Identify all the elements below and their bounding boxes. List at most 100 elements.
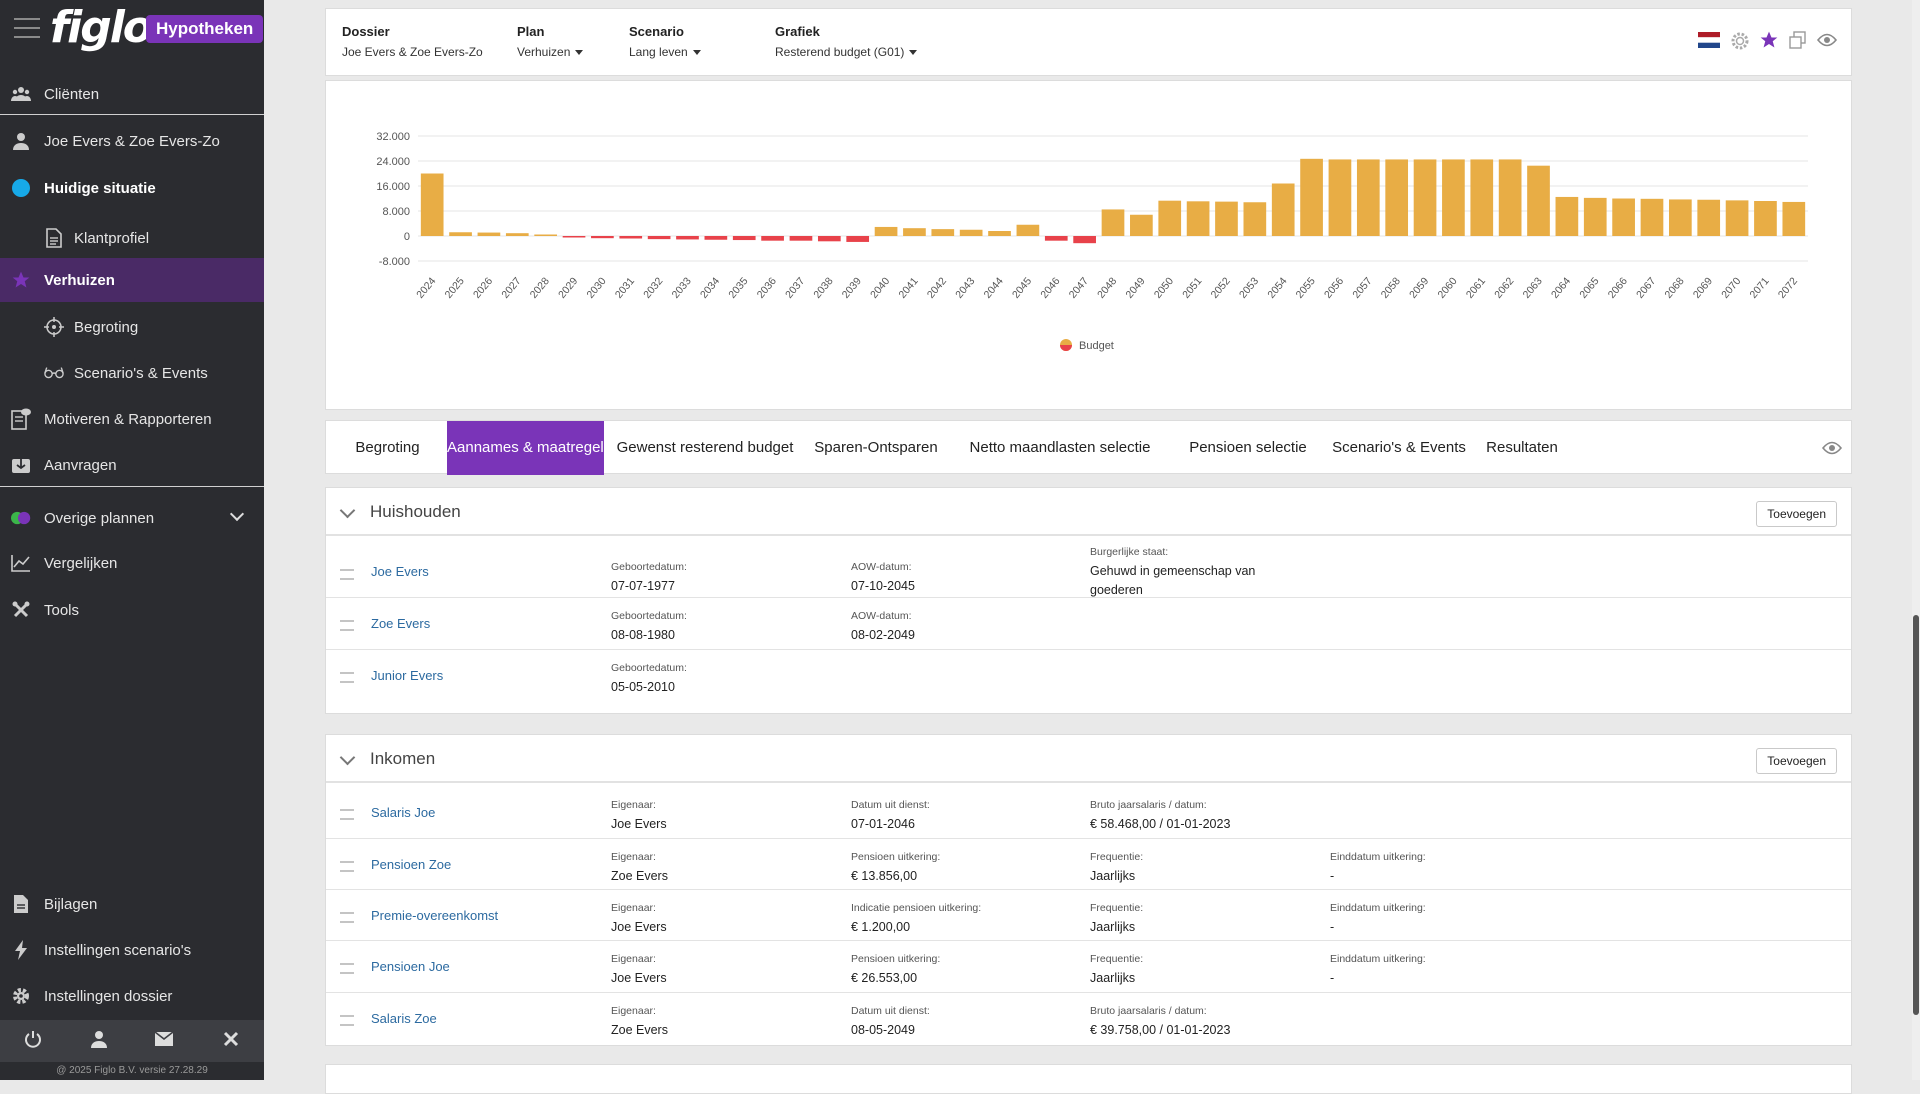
page-scrollbar[interactable] <box>1912 0 1920 1080</box>
chart-bar[interactable] <box>931 229 955 236</box>
drag-handle-icon[interactable] <box>340 861 354 872</box>
chart-bar[interactable] <box>1158 200 1182 236</box>
chart-bar[interactable] <box>1243 202 1267 236</box>
row-name-link[interactable]: Zoe Evers <box>371 616 431 631</box>
row-name-link[interactable]: Premie-overeenkomst <box>371 908 499 923</box>
row-name-link[interactable]: Pensioen Zoe <box>371 857 452 872</box>
sidebar-item-huidige-situatie[interactable]: Huidige situatie <box>0 166 264 210</box>
drag-handle-icon[interactable] <box>340 672 354 683</box>
chart-bar[interactable] <box>676 236 699 240</box>
favorite-star-icon[interactable] <box>1759 30 1779 50</box>
plan-dropdown[interactable]: Plan Verhuizen <box>517 24 584 59</box>
chart-bar[interactable] <box>1612 198 1635 237</box>
sidebar-item-bijlagen[interactable]: Bijlagen <box>0 882 264 926</box>
mail-icon[interactable] <box>154 1030 174 1051</box>
tab-netto-maandlasten-selectie[interactable]: Netto maandlasten selectie <box>969 439 1151 456</box>
table-row[interactable]: Premie-overeenkomst Eigenaar: Joe Evers I… <box>326 890 1851 941</box>
drag-handle-icon[interactable] <box>340 1015 354 1026</box>
sidebar-item-scenarios-events[interactable]: Scenario's & Events <box>0 351 264 395</box>
dutch-flag-icon[interactable] <box>1698 32 1720 48</box>
tab-sparen-ontsparen[interactable]: Sparen-Ontsparen <box>814 439 938 456</box>
chart-bar[interactable] <box>647 236 671 240</box>
chart-bar[interactable] <box>732 236 756 241</box>
row-name-link[interactable]: Pensioen Joe <box>371 959 450 974</box>
drag-handle-icon[interactable] <box>340 912 354 923</box>
tab-pensioen-selectie[interactable]: Pensioen selectie <box>1189 439 1307 456</box>
table-row[interactable]: Salaris Zoe Eigenaar: Zoe Evers Datum uit… <box>326 993 1851 1045</box>
chart-bar[interactable] <box>1640 198 1664 236</box>
chart-bar[interactable] <box>874 226 898 236</box>
chart-bar[interactable] <box>1356 159 1380 236</box>
sidebar-item-vergelijken[interactable]: Vergelijken <box>0 541 264 585</box>
chart-bar[interactable] <box>1442 159 1465 236</box>
chart-bar[interactable] <box>1016 224 1040 236</box>
chart-bar[interactable] <box>477 232 501 236</box>
sidebar-item-begroting[interactable]: Begroting <box>0 305 264 349</box>
drag-handle-icon[interactable] <box>340 620 354 631</box>
chart-bar[interactable] <box>619 236 643 239</box>
figlo-logo[interactable]: figlo <box>50 2 153 53</box>
chart-bar[interactable] <box>1583 197 1607 236</box>
chart-bar[interactable] <box>789 236 813 241</box>
income-header[interactable]: Inkomen Toevoegen <box>326 735 1851 783</box>
chart-bar[interactable] <box>1328 159 1352 236</box>
sidebar-item-tools[interactable]: Tools <box>0 588 264 632</box>
sidebar-item-verhuizen[interactable]: Verhuizen <box>0 258 264 302</box>
chart-bar[interactable] <box>1385 159 1409 236</box>
chevron-down-icon[interactable] <box>229 506 245 522</box>
chart-bar[interactable] <box>1186 201 1210 236</box>
chart-bar[interactable] <box>1413 159 1437 236</box>
scenario-dropdown[interactable]: Scenario Lang leven <box>629 24 701 59</box>
chart-bar[interactable] <box>1555 196 1579 236</box>
drag-handle-icon[interactable] <box>340 809 354 820</box>
chart-bar[interactable] <box>1754 201 1777 236</box>
table-row[interactable]: Joe Evers Geboortedatum: 07-07-1977 AOW-d… <box>326 542 1851 598</box>
sidebar-item-motiveren-rapporteren[interactable]: Motiveren & Rapporteren <box>0 397 264 441</box>
chart-bar[interactable] <box>1300 158 1323 236</box>
row-name-link[interactable]: Salaris Joe <box>371 805 436 820</box>
chart-bar[interactable] <box>1725 200 1749 236</box>
chart-bar[interactable] <box>761 236 784 241</box>
sidebar-item-instellingen-dossier[interactable]: Instellingen dossier <box>0 974 264 1018</box>
chart-bar[interactable] <box>817 236 841 242</box>
eye-icon[interactable] <box>1821 441 1843 455</box>
tab-gewenst-resterend-budget[interactable]: Gewenst resterend budget <box>616 439 794 456</box>
household-header[interactable]: Huishouden Toevoegen <box>326 488 1851 536</box>
row-name-link[interactable]: Salaris Zoe <box>371 1011 437 1026</box>
copy-icon[interactable] <box>1789 31 1807 49</box>
chart-bar[interactable] <box>505 233 529 236</box>
power-icon[interactable] <box>24 1030 42 1053</box>
tab-aannames-maatregelen[interactable]: Aannames & maatregelen <box>447 421 620 475</box>
add-household-button[interactable]: Toevoegen <box>1756 501 1837 527</box>
chart-bar[interactable] <box>420 173 444 237</box>
chart-bar[interactable] <box>988 231 1011 236</box>
tab-scenarios-events[interactable]: Scenario's & Events <box>1332 439 1466 456</box>
chart-bar[interactable] <box>1044 236 1068 241</box>
row-name-link[interactable]: Joe Evers <box>371 564 429 579</box>
table-row[interactable]: Salaris Joe Eigenaar: Joe Evers Datum uit… <box>326 787 1851 839</box>
tab-resultaten[interactable]: Resultaten <box>1486 439 1558 456</box>
grafiek-dropdown[interactable]: Grafiek Resterend budget (G01) <box>775 24 918 59</box>
chart-bar[interactable] <box>1073 236 1096 244</box>
table-row[interactable]: Pensioen Zoe Eigenaar: Zoe Evers Pensioen… <box>326 839 1851 890</box>
chart-bar[interactable] <box>449 232 472 236</box>
chart-bar[interactable] <box>534 234 557 237</box>
chevron-down-icon[interactable] <box>339 749 356 766</box>
hamburger-menu-icon[interactable] <box>14 18 40 40</box>
user-profile-icon[interactable] <box>90 1030 107 1053</box>
chart-bar[interactable] <box>1669 199 1692 236</box>
chart-bar[interactable] <box>1215 201 1238 236</box>
chart-bar[interactable] <box>704 236 728 240</box>
chart-bar[interactable] <box>562 236 586 238</box>
sidebar-item-overige-plannen[interactable]: Overige plannen <box>0 496 264 540</box>
legend-label[interactable]: Budget <box>1079 340 1114 352</box>
chart-bar[interactable] <box>846 236 870 242</box>
chart-bar[interactable] <box>1527 165 1550 236</box>
table-row[interactable]: Zoe Evers Geboortedatum: 08-08-1980 AOW-d… <box>326 598 1851 650</box>
sidebar-item-instellingen-scenarios[interactable]: Instellingen scenario's <box>0 928 264 972</box>
add-income-button[interactable]: Toevoegen <box>1756 748 1837 774</box>
table-row[interactable]: Pensioen Joe Eigenaar: Joe Evers Pensioen… <box>326 941 1851 993</box>
chart-bar[interactable] <box>1271 183 1295 237</box>
chart-bar[interactable] <box>1101 209 1125 236</box>
sidebar-item-aanvragen[interactable]: Aanvragen <box>0 443 264 487</box>
